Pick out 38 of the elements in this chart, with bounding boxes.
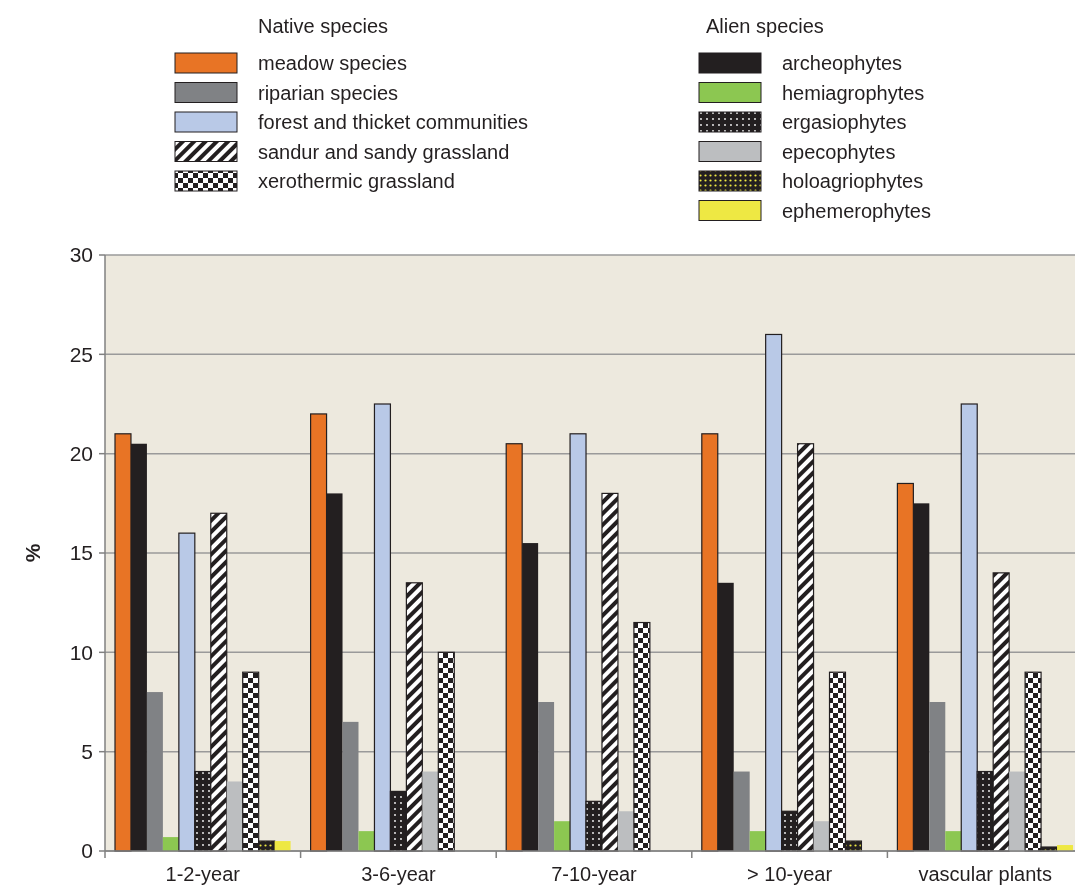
bar	[358, 831, 375, 851]
y-tick-label: 10	[69, 640, 93, 664]
y-axis-title: %	[21, 543, 44, 563]
text: Alien species	[706, 15, 824, 37]
legend-label: sandur and sandy grassland	[258, 140, 510, 163]
bar	[226, 781, 243, 851]
y-tick-label: 25	[69, 342, 93, 366]
bar	[437, 651, 455, 852]
x-tick-label: > 10-year	[747, 863, 833, 885]
x-tick-label: 1-2-year	[165, 863, 241, 885]
bar	[554, 821, 571, 851]
x-tick-label: 3-6-year	[361, 863, 436, 885]
legend-label: hemiagrophytes	[782, 81, 925, 104]
bar	[945, 831, 962, 851]
legend-label: xerothermic grassland	[258, 170, 455, 192]
bar	[617, 811, 634, 851]
legend-label: meadow species	[258, 52, 407, 74]
y-tick-label: 5	[81, 740, 93, 764]
legend-label: holoagriophytes	[782, 170, 924, 192]
bar	[813, 821, 830, 851]
bar	[1009, 771, 1026, 851]
legend-label: forest and thicket communities	[258, 111, 529, 133]
y-tick-label: 20	[69, 442, 93, 466]
legend-label: ergasiophytes	[782, 111, 907, 133]
legend-label: ephemerophytes	[782, 199, 931, 222]
x-tick-label: vascular plants	[918, 863, 1052, 885]
legend-label: archeophytes	[782, 52, 903, 74]
bar	[422, 771, 439, 851]
x-tick-label: 7-10-year	[551, 863, 638, 885]
text: Native species	[258, 15, 389, 37]
legend-label: epecophytes	[782, 140, 896, 163]
bar	[749, 831, 766, 851]
bar	[633, 621, 651, 852]
y-tick-label: 15	[69, 541, 93, 565]
y-tick-label: 0	[81, 839, 93, 863]
bar	[274, 841, 291, 851]
legend-label: riparian species	[258, 81, 399, 104]
y-tick-label: 30	[69, 243, 93, 267]
